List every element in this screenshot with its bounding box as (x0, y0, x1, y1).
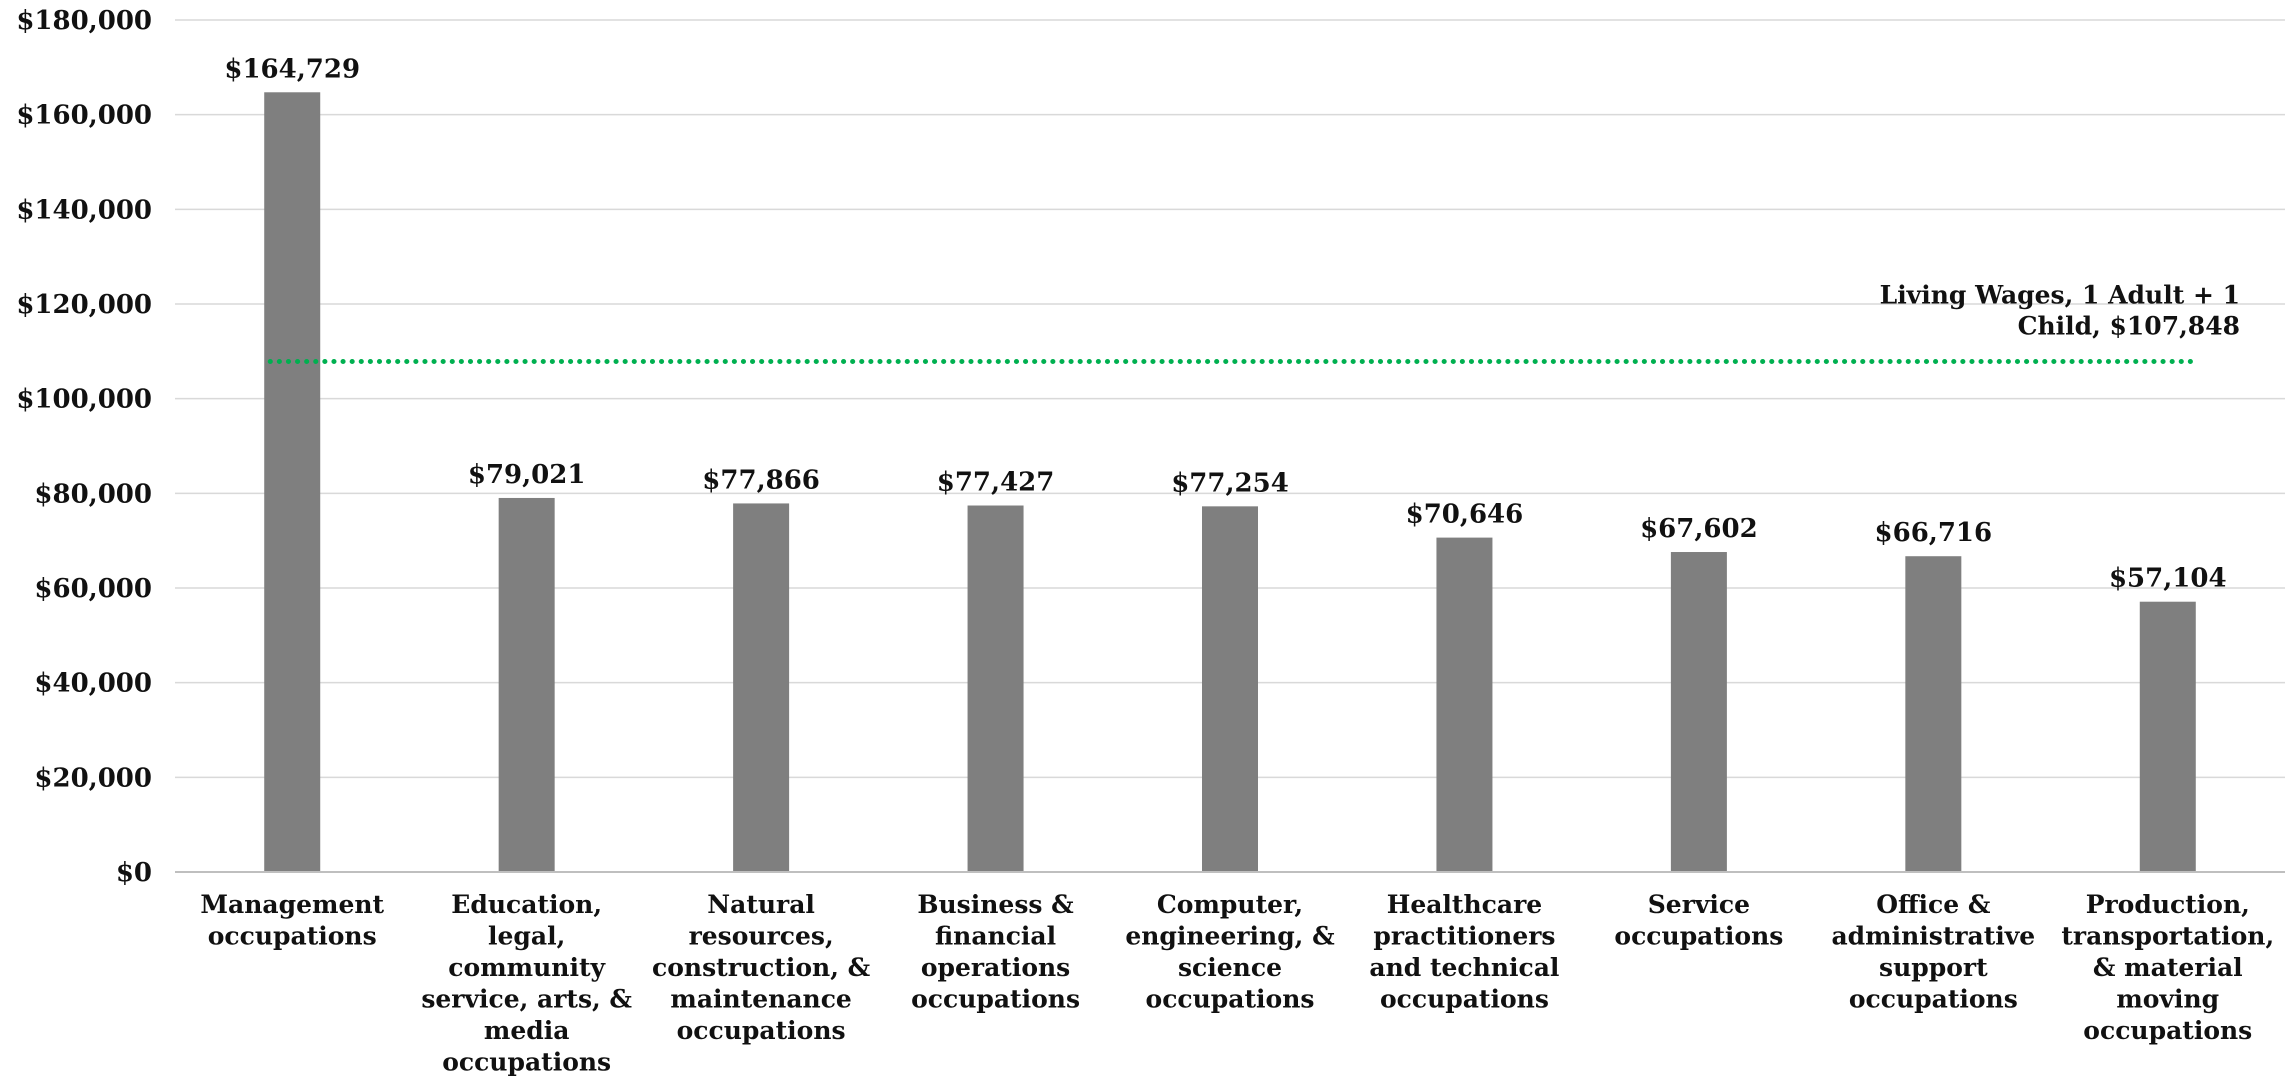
y-tick-label: $60,000 (34, 574, 152, 604)
data-label: $77,427 (937, 468, 1055, 498)
category-label-line: Management (200, 890, 384, 919)
y-tick-label: $100,000 (16, 385, 152, 415)
data-label: $70,646 (1406, 500, 1524, 530)
category-label-line: occupations (1146, 985, 1315, 1014)
y-tick-label: $120,000 (16, 290, 152, 320)
category-label: Production, transportation, & material movi… (2061, 890, 2274, 1045)
category-label: Education, legal, community service, arts, … (421, 890, 632, 1077)
category-label-line: occupations (2083, 1016, 2252, 1045)
x-axis: Management occupations Education, legal, com… (200, 890, 2274, 1077)
category-label-line: operations (921, 953, 1070, 982)
bar (733, 503, 790, 872)
category-label-line: support (1879, 953, 1988, 982)
category-label: Computer, engineering, & science occupation… (1125, 890, 1335, 1014)
bar (264, 92, 321, 873)
category-label-line: Natural (707, 890, 815, 919)
category-label-line: and technical (1369, 953, 1559, 982)
category-label-line: transportation, (2061, 922, 2274, 951)
y-tick-label: $20,000 (34, 763, 152, 793)
category-label-line: engineering, & (1125, 922, 1335, 951)
category-label-line: Production, (2086, 890, 2250, 919)
category-label-line: occupations (1614, 922, 1783, 951)
y-tick-label: $0 (116, 858, 152, 888)
living-wage-label-line: Child, $107,848 (2018, 312, 2240, 341)
category-label-line: science (1178, 953, 1282, 982)
category-label: Management occupations (200, 890, 384, 951)
category-label-line: maintenance (670, 985, 851, 1014)
category-label-line: Service (1648, 890, 1750, 919)
bars (264, 92, 2196, 873)
y-tick-label: $140,000 (16, 195, 152, 225)
bar (1670, 552, 1727, 872)
category-label-line: Office & (1876, 890, 1991, 919)
category-label-line: resources, (689, 922, 834, 951)
category-label-line: Computer, (1157, 890, 1303, 919)
category-label-line: Healthcare (1387, 890, 1542, 919)
category-label-line: occupations (208, 922, 377, 951)
bar (2139, 601, 2196, 872)
category-label-line: Education, (451, 890, 602, 919)
category-label-line: occupations (442, 1048, 611, 1077)
data-label: $77,254 (1171, 468, 1289, 498)
bar (1905, 556, 1962, 872)
y-tick-label: $180,000 (16, 6, 152, 36)
category-label-line: administrative (1831, 922, 2035, 951)
bar (1436, 537, 1493, 872)
category-label: Healthcare practitioners and technical occu… (1369, 890, 1559, 1014)
category-label-line: community (448, 953, 606, 982)
y-axis: $0 $20,000 $40,000 $60,000 $80,000 $100,000 $1… (16, 6, 2285, 888)
category-label-line: moving (2116, 985, 2219, 1014)
category-label-line: occupations (677, 1016, 846, 1045)
y-tick-label: $160,000 (16, 101, 152, 131)
living-wage-label-line: Living Wages, 1 Adult + 1 (1880, 281, 2240, 310)
data-label: $77,866 (702, 465, 820, 495)
category-label-line: occupations (1849, 985, 2018, 1014)
category-label-line: construction, & (652, 953, 871, 982)
data-label: $67,602 (1640, 514, 1758, 544)
data-label: $66,716 (1875, 518, 1993, 548)
category-label-line: practitioners (1373, 922, 1555, 951)
category-label: Business & financial operations occupations (911, 890, 1080, 1014)
category-label: Natural resources, construction, & maintena… (652, 890, 871, 1045)
category-label: Service occupations (1614, 890, 1783, 951)
category-label-line: occupations (911, 985, 1080, 1014)
data-label: $164,729 (224, 54, 360, 84)
category-label-line: service, arts, & (421, 985, 632, 1014)
category-label-line: media (484, 1016, 570, 1045)
category-label-line: Business & (917, 890, 1074, 919)
y-tick-label: $80,000 (34, 479, 152, 509)
category-label-line: legal, (488, 922, 565, 951)
data-labels: $164,729 $79,021 $77,866 $77,427 $77,254 $70,… (224, 54, 2226, 593)
category-label-line: & material (2093, 953, 2243, 982)
bar (1202, 506, 1258, 872)
data-label: $79,021 (468, 460, 586, 490)
living-wage-label: Living Wages, 1 Adult + 1 Child, $107,848 (1880, 281, 2240, 341)
bar (967, 505, 1024, 872)
category-label: Office & administrative support occupations (1831, 890, 2035, 1014)
category-label-line: occupations (1380, 985, 1549, 1014)
data-label: $57,104 (2109, 564, 2227, 594)
y-tick-label: $40,000 (34, 669, 152, 699)
category-label-line: financial (935, 922, 1056, 951)
bar (498, 497, 555, 872)
reference-line-group: Living Wages, 1 Adult + 1 Child, $107,848 (267, 281, 2240, 365)
